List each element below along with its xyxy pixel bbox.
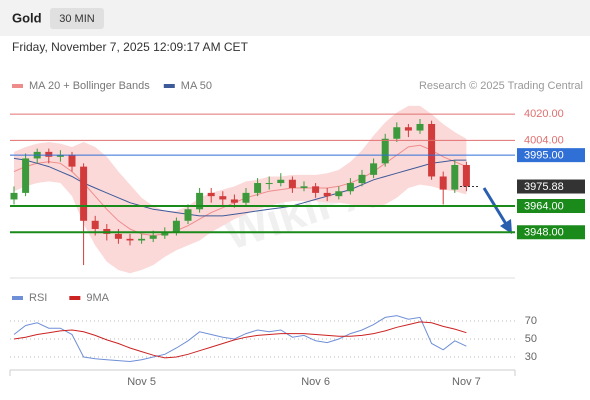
candle-body — [68, 155, 76, 167]
candle-body — [91, 220, 99, 229]
candle-body — [393, 127, 401, 139]
candle-body — [207, 192, 215, 197]
candle-body — [312, 186, 320, 193]
candle-body — [172, 220, 180, 233]
legend-swatch — [69, 296, 81, 300]
candle-body — [462, 164, 470, 187]
level-label: 3964.00 — [524, 200, 564, 212]
candle-body — [230, 199, 238, 203]
candle-body — [404, 127, 412, 131]
forecast-arrow-head — [500, 219, 512, 234]
source: Research © 2025 Trading Central — [419, 80, 583, 92]
candle-body — [242, 192, 250, 203]
legend-swatch — [12, 296, 23, 300]
level-label: 3975.88 — [524, 181, 564, 193]
candle-body — [335, 191, 343, 197]
level-label-box — [517, 179, 585, 194]
candle-body — [161, 232, 169, 236]
level-label-box — [517, 199, 585, 214]
candle-body — [358, 174, 366, 184]
candle-body — [114, 233, 122, 239]
level-label: 3948.00 — [524, 227, 564, 239]
x-tick-label: Nov 7 — [452, 376, 481, 388]
y-tick-label: 30 — [525, 351, 537, 363]
candle-body — [300, 186, 308, 188]
candle-body — [370, 163, 378, 175]
legend-swatch — [12, 84, 23, 88]
level-label: 4020.00 — [524, 108, 564, 120]
rsi-line — [13, 321, 467, 359]
legend-swatch — [163, 84, 175, 88]
candle-body — [219, 196, 227, 200]
candle-body — [346, 183, 354, 192]
x-tick-label: Nov 5 — [127, 376, 156, 388]
y-tick-label: 70 — [525, 315, 537, 327]
candle-body — [428, 123, 436, 177]
candle-body — [451, 164, 459, 190]
legend-label: MA 50 — [181, 80, 212, 92]
level-label: 3995.00 — [524, 150, 564, 162]
candle-body — [45, 151, 53, 157]
candle-body — [288, 179, 296, 188]
candle-body — [184, 209, 192, 221]
candle-body — [381, 138, 389, 164]
x-tick-label: Nov 6 — [301, 376, 330, 388]
candle-body — [277, 179, 285, 184]
moving-average — [13, 144, 467, 237]
candle-body — [56, 155, 64, 157]
level-label: 4004.00 — [524, 134, 564, 146]
candle-body — [126, 238, 134, 241]
candle-body — [22, 158, 30, 193]
rsi-line — [13, 315, 467, 363]
candle-body — [149, 235, 157, 239]
level-label-box — [517, 225, 585, 240]
moving-average — [13, 157, 467, 217]
candle-body — [196, 192, 204, 210]
title: Gold — [12, 10, 42, 25]
candle-body — [80, 166, 88, 221]
timeframe[interactable]: 30 MIN — [59, 13, 95, 25]
candle-body — [10, 192, 18, 200]
timeframe-button[interactable] — [50, 8, 104, 29]
candle-body — [439, 176, 447, 190]
subtitle: Friday, November 7, 2025 12:09:17 AM CET — [12, 40, 249, 54]
candle-body — [416, 123, 424, 131]
y-tick-label: 50 — [525, 333, 537, 345]
level-label-box — [517, 148, 585, 163]
legend-label: 9MA — [86, 292, 109, 304]
candle-body — [138, 238, 146, 241]
candle-body — [254, 183, 262, 193]
legend-label: MA 20 + Bollinger Bands — [29, 80, 150, 92]
legend-label: RSI — [29, 292, 47, 304]
candle-body — [265, 183, 273, 185]
candle-body — [323, 192, 331, 197]
